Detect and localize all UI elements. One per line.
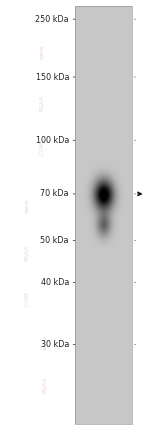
Text: www.: www. xyxy=(42,335,48,350)
Text: PGAA: PGAA xyxy=(24,244,30,261)
Text: .COM: .COM xyxy=(39,140,45,155)
Text: 70 kDa: 70 kDa xyxy=(40,189,69,199)
Text: 100 kDa: 100 kDa xyxy=(36,136,69,145)
Text: PGAA: PGAA xyxy=(39,95,45,111)
Text: 50 kDa: 50 kDa xyxy=(40,236,69,245)
Text: 30 kDa: 30 kDa xyxy=(41,340,69,349)
Text: www.: www. xyxy=(24,198,30,213)
Text: www.: www. xyxy=(39,44,45,59)
Bar xyxy=(75,6,132,424)
Text: PGAA: PGAA xyxy=(42,377,48,393)
Text: .COM: .COM xyxy=(24,292,30,307)
Text: 150 kDa: 150 kDa xyxy=(36,72,69,82)
Text: 250 kDa: 250 kDa xyxy=(35,15,69,24)
Text: 40 kDa: 40 kDa xyxy=(41,278,69,287)
